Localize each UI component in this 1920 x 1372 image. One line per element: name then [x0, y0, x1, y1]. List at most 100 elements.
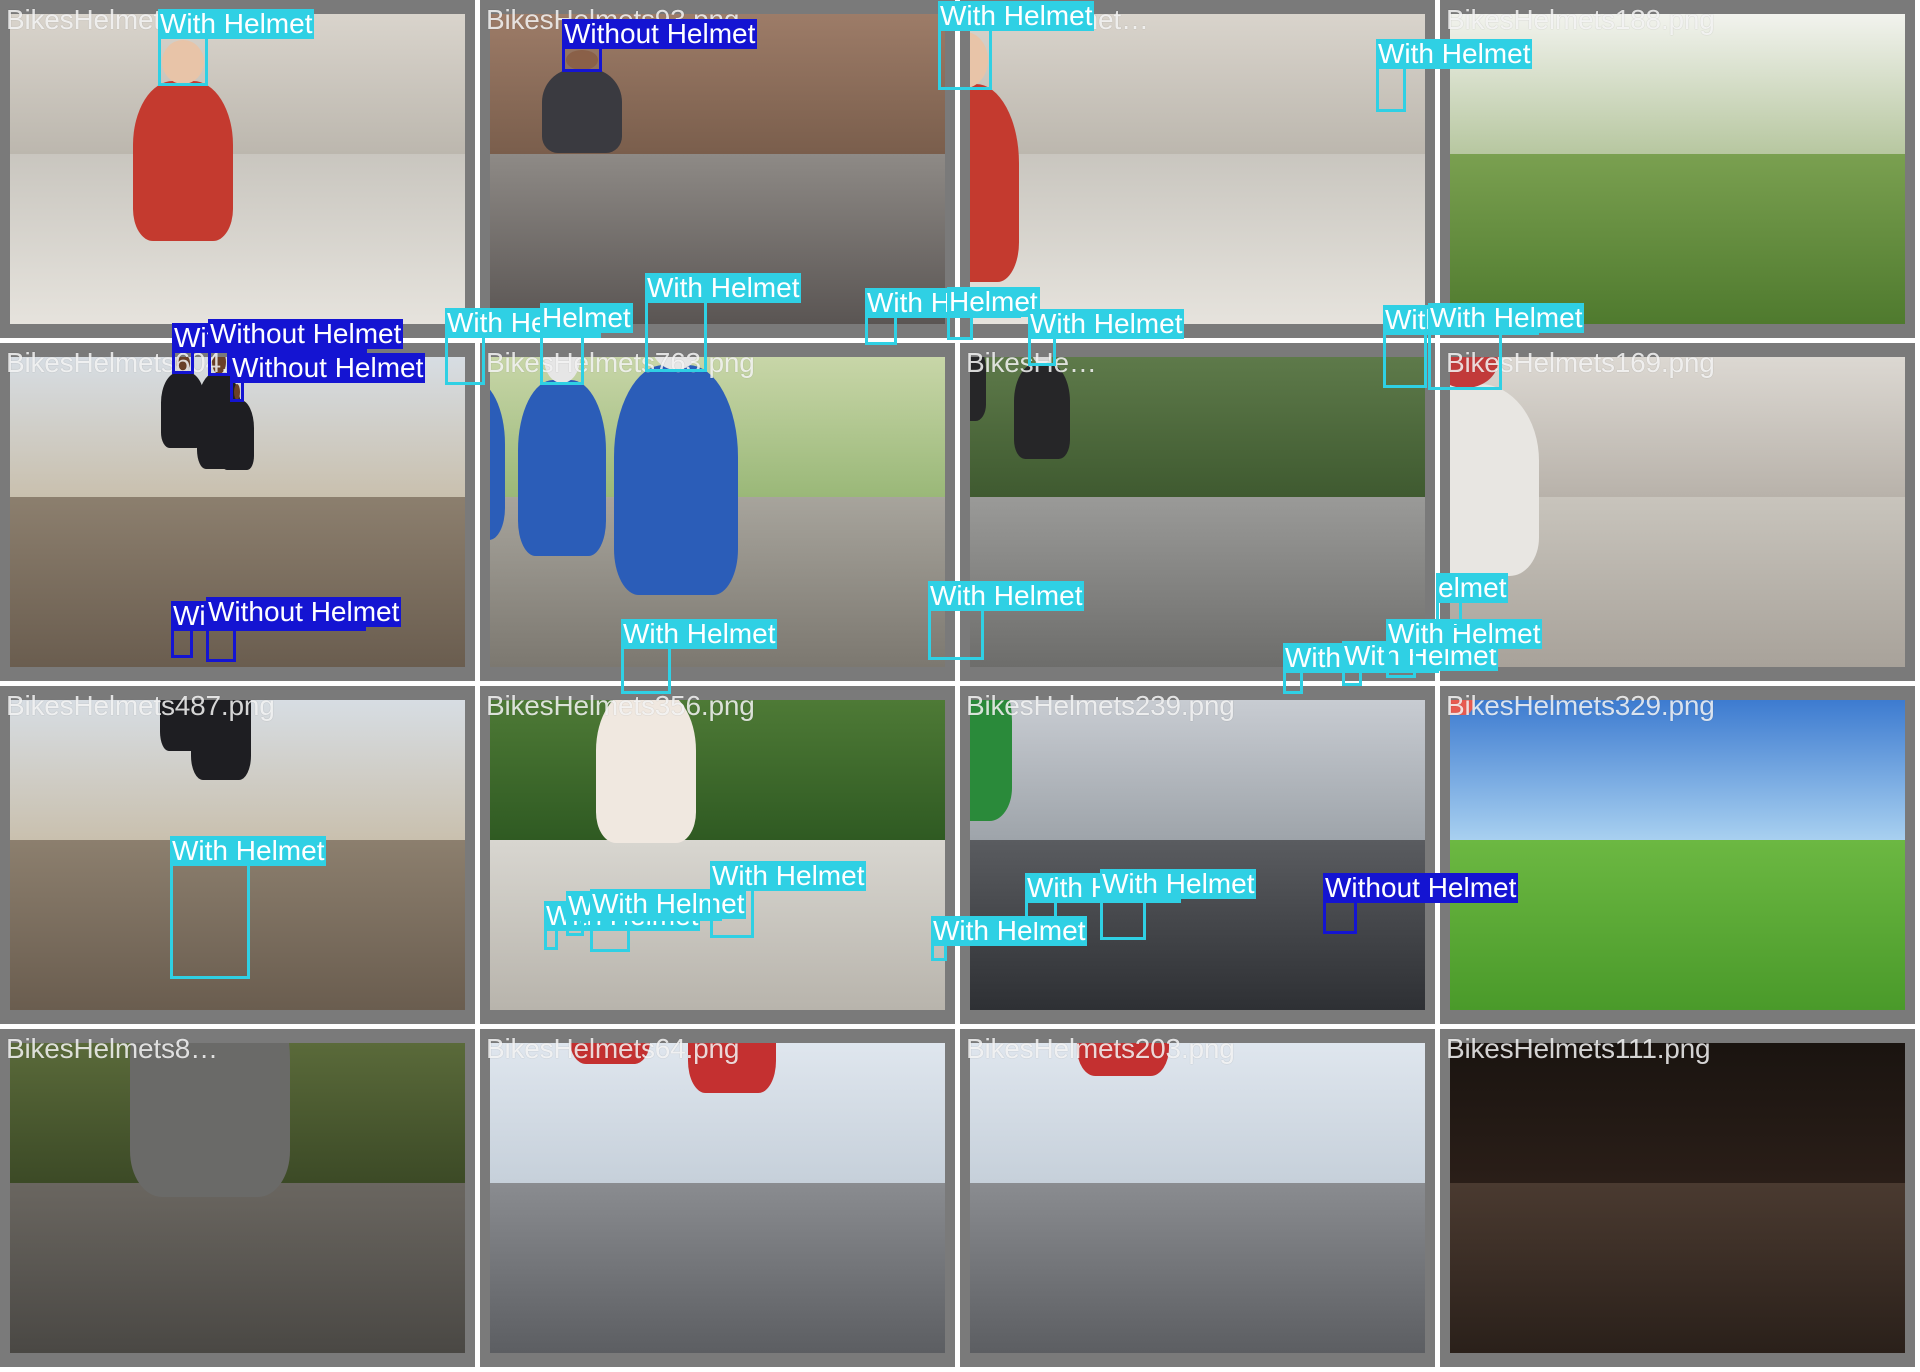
image-tile: BikesHelmets93.png [480, 0, 955, 338]
rider-silhouette [970, 357, 986, 421]
photo [10, 14, 465, 324]
detection-label: With Helmet [938, 0, 1095, 31]
detection-label: With Helmet [1028, 308, 1185, 339]
detection-label: Without Helmet [1323, 872, 1519, 903]
photo [490, 1043, 945, 1353]
image-filename: BikesHelmets239.png [966, 690, 1235, 721]
photo-ground [10, 496, 465, 667]
without-helmet-box: Without Helmet [230, 353, 426, 402]
photo [970, 357, 1425, 667]
image-tile: BikesHelmets188.png [1440, 0, 1915, 338]
photo [1450, 1043, 1905, 1353]
image-filename: BikesHelmets203.png [966, 1033, 1235, 1064]
with-helmet-box: With Helmet [1283, 643, 1440, 694]
rider-silhouette [596, 700, 696, 843]
with-helmet-box: With Helmet [1028, 309, 1185, 366]
photo-ground [10, 153, 465, 324]
image-tile: BikesHelmets64.png [480, 1029, 955, 1367]
photo-ground [970, 1182, 1425, 1353]
rider-head [970, 32, 988, 88]
photo [970, 1043, 1425, 1353]
detection-label: With Helmet [1100, 868, 1257, 899]
rider-silhouette [542, 69, 622, 153]
rider-silhouette [1450, 384, 1539, 576]
rider-silhouette [133, 81, 233, 241]
photo [490, 357, 945, 667]
photo [490, 700, 945, 1010]
image-tile: BikesHelmets239.png [960, 686, 1435, 1024]
photo-ground [1450, 839, 1905, 1010]
image-filename: BikesHelmets64.png [486, 1033, 740, 1064]
image-filename: BikesHelmets329.png [1446, 690, 1715, 721]
with-helmet-box: With Helmet [590, 889, 747, 952]
with-helmet-box: With Helmet [928, 581, 1085, 660]
rider-silhouette [518, 379, 606, 556]
rider-silhouette [1077, 1043, 1169, 1077]
detection-label: With Helmet [621, 618, 778, 649]
photo-background [970, 700, 1425, 840]
rider-silhouette [570, 1043, 650, 1064]
with-helmet-box: elmet [1436, 573, 1509, 628]
image-filename: BikesHelmets111.png [1446, 1033, 1711, 1064]
detection-label: With Helmet [590, 888, 747, 919]
detection-label: With Helmet [645, 272, 802, 303]
rider-head [234, 384, 240, 400]
rider-silhouette [130, 1043, 290, 1198]
photo-ground [10, 1182, 465, 1353]
image-filename: BikesHe… [966, 347, 1097, 378]
image-filename: BikesHelmets188.png [1446, 4, 1715, 35]
image-tile: BikesHelmets329.png [1440, 686, 1915, 1024]
photo-ground [1450, 1182, 1905, 1353]
photo [10, 1043, 465, 1353]
with-helmet-box: With Helmet [1376, 39, 1533, 112]
rider-head [212, 357, 226, 374]
rider-head [176, 357, 190, 372]
detection-label: Helmet [540, 302, 633, 333]
with-helmet-box: With Helmet [1386, 619, 1543, 678]
with-helmet-box: Helmet [540, 303, 633, 385]
detection-label: Without Helmet [562, 18, 758, 49]
with-helmet-box: With Helmet [865, 288, 1022, 345]
image-tile: BikesHe… [960, 343, 1435, 681]
without-helmet-box: Without Helmet [562, 19, 758, 72]
image-filename: BikesHelmets487.png [6, 690, 275, 721]
rider-silhouette [970, 83, 1019, 283]
with-helmet-box: With Helmet [710, 861, 867, 938]
detection-label: With Helmet [1428, 302, 1585, 333]
detection-label: Without Helmet [206, 596, 402, 627]
rider-silhouette [970, 700, 1012, 822]
detection-label: With Helmet [1376, 38, 1533, 69]
image-tile: BikesHelmets111.png [1440, 1029, 1915, 1367]
photo-background [970, 14, 1425, 154]
detection-label: Without Helmet [208, 318, 404, 349]
with-helmet-box: With Helmet [544, 901, 701, 950]
without-helmet-box: Without Helmet [171, 601, 367, 658]
image-filename: BikesHelmets169.png [1446, 347, 1715, 378]
photo-ground [970, 153, 1425, 324]
rider-silhouette [1014, 363, 1070, 459]
detection-label: With Helmet [1386, 618, 1543, 649]
with-helmet-box: With Helmet [1383, 305, 1540, 388]
without-helmet-box: Without Helmet [1323, 873, 1519, 934]
detection-label: With Helmet [170, 835, 327, 866]
rider-head [1032, 357, 1052, 364]
image-filename: BikesHelmets356.png [486, 690, 755, 721]
image-filename: BikesHelmets763.png [486, 347, 755, 378]
photo-ground [10, 839, 465, 1010]
detection-label: Helmet [947, 286, 1040, 317]
image-tile: BikesHelmets8… [0, 1029, 475, 1367]
without-helmet-box: Without Helmet [206, 597, 402, 662]
with-helmet-box: With Helmet [1342, 641, 1499, 686]
rider-silhouette [688, 1043, 776, 1093]
photo-background [1450, 700, 1905, 840]
photo-background [970, 1043, 1425, 1183]
detection-label: elmet [1436, 572, 1509, 603]
photo-background [490, 700, 945, 840]
with-helmet-box: Helmet [947, 287, 1040, 340]
photo-ground [490, 1182, 945, 1353]
with-helmet-box: With Helmet [931, 916, 1088, 961]
image-tile: BikesHelmets356.png [480, 686, 955, 1024]
with-helmet-box: With Helmet [938, 1, 1095, 90]
with-helmet-box: With Helmet [158, 9, 315, 86]
